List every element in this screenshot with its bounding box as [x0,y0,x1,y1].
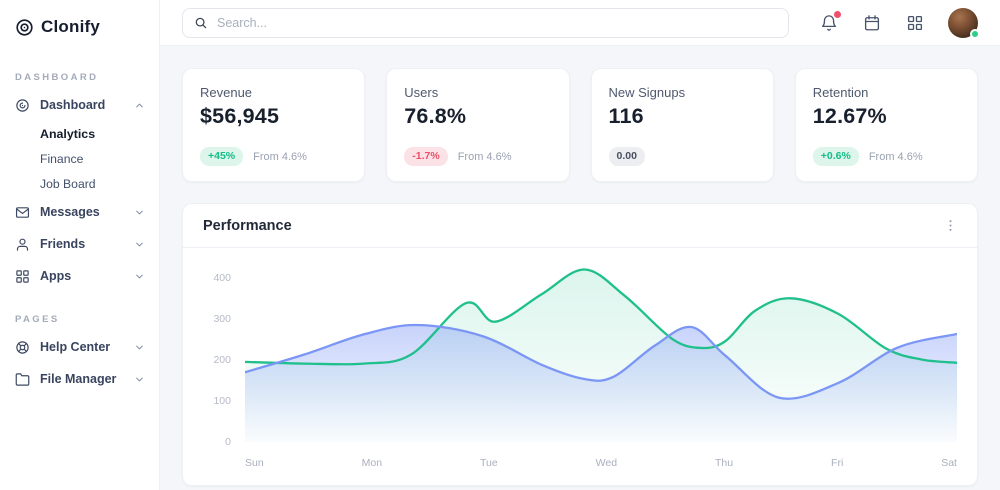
page-content: Revenue $56,945 +45% From 4.6% Users 76.… [160,46,1000,490]
user-avatar[interactable] [948,7,980,39]
dashboard-icon [15,98,30,113]
brand-name: Clonify [41,17,101,36]
green-series-line [245,269,957,364]
sidebar: Clonify DASHBOARD Dashboard Analytics Fi… [0,0,160,490]
sidebar-item-finance[interactable]: Finance [40,151,84,166]
chevron-down-icon [134,207,147,218]
x-tick: Fri [831,457,844,469]
topbar-actions [819,7,980,39]
sidebar-item-label: Dashboard [40,98,106,112]
panel-header: Performance [183,204,977,248]
search-icon [195,17,207,28]
x-tick: Sat [941,457,957,469]
folder-icon [15,372,30,387]
apps-grid-icon [907,15,923,30]
search-input[interactable] [217,15,777,30]
stat-card-retention: Retention 12.67% +0.6% From 4.6% [794,68,978,182]
stat-card-users: Users 76.8% -1.7% From 4.6% [386,68,570,182]
performance-chart: 400 300 200 100 0 [183,248,977,485]
panel-title: Performance [203,217,292,234]
x-axis-labels: Sun Mon Tue Wed Thu Fri Sat [245,457,957,469]
area-chart-svg [245,256,957,442]
card-title: New Signups [608,85,686,100]
badge-note: From 4.6% [868,150,923,163]
card-title: Retention [812,85,869,100]
card-title: Revenue [200,85,253,100]
stat-card-revenue: Revenue $56,945 +45% From 4.6% [182,68,366,182]
apps-grid-icon [15,269,30,284]
kebab-menu-icon[interactable] [939,215,961,237]
chart-plot-area[interactable]: Sun Mon Tue Wed Thu Fri Sat [245,256,957,485]
sidebar-item-messages[interactable]: Messages [15,196,147,228]
y-tick: 400 [213,272,231,284]
apps-launcher-button[interactable] [905,13,925,33]
x-tick: Mon [361,457,383,469]
badge-note: From 4.6% [457,150,512,163]
sidebar-item-label: Help Center [40,340,111,354]
sidebar-item-file-manager[interactable]: File Manager [15,363,147,395]
card-value: 12.67% [812,104,887,128]
calendar-button[interactable] [862,13,882,33]
card-value: 76.8% [404,104,467,128]
y-tick: 100 [213,395,231,407]
card-value: 116 [608,104,644,128]
dashboard-submenu: Analytics Finance Job Board [15,121,147,196]
sidebar-item-help-center[interactable]: Help Center [15,331,147,363]
sidebar-item-label: Friends [40,237,86,251]
x-tick: Wed [595,457,618,469]
main-area: Revenue $56,945 +45% From 4.6% Users 76.… [160,0,1000,490]
blue-series-line [245,325,957,399]
y-axis-labels: 400 300 200 100 0 [199,272,231,448]
sidebar-item-dashboard[interactable]: Dashboard [15,89,147,121]
trend-badge: +45% [200,147,244,166]
badge-note: From 4.6% [253,150,307,163]
card-value: $56,945 [200,104,280,128]
envelope-icon [15,205,30,220]
x-tick: Thu [715,457,734,469]
y-tick: 300 [213,313,231,325]
chevron-down-icon [134,271,147,282]
chevron-up-icon [134,100,147,111]
trend-badge: 0.00 [608,147,645,166]
bell-icon [821,14,837,31]
notifications-button[interactable] [819,10,841,33]
trend-badge: -1.7% [404,147,448,166]
topbar [160,0,1000,46]
blue-series-area [245,324,957,442]
stat-card-new-signups: New Signups 116 0.00 [590,68,774,182]
y-tick: 0 [225,436,231,448]
x-tick: Tue [480,457,498,469]
clonify-logo-icon [15,18,34,37]
search-box[interactable] [182,7,789,38]
chevron-down-icon [134,342,147,353]
user-icon [15,237,30,252]
section-label-pages: PAGES [15,314,60,325]
brand-logo[interactable]: Clonify [15,10,147,44]
sidebar-item-analytics[interactable]: Analytics [40,126,96,141]
section-label-dashboard: DASHBOARD [15,72,99,83]
chevron-down-icon [134,374,147,385]
chevron-down-icon [134,239,147,250]
notification-dot [834,10,841,18]
sidebar-item-label: File Manager [40,372,117,386]
y-tick: 200 [213,354,231,366]
sidebar-item-label: Messages [40,205,100,219]
card-title: Users [404,85,439,100]
x-tick: Sun [245,457,264,469]
calendar-icon [864,14,880,30]
sidebar-item-label: Apps [40,269,72,283]
online-status-dot [970,28,980,39]
life-buoy-icon [15,340,30,355]
sidebar-item-friends[interactable]: Friends [15,228,147,260]
performance-panel: Performance 400 300 200 100 [182,203,978,486]
trend-badge: +0.6% [812,147,859,166]
sidebar-item-job-board[interactable]: Job Board [40,176,96,191]
stat-cards-row: Revenue $56,945 +45% From 4.6% Users 76.… [182,68,978,182]
sidebar-item-apps[interactable]: Apps [15,260,147,292]
